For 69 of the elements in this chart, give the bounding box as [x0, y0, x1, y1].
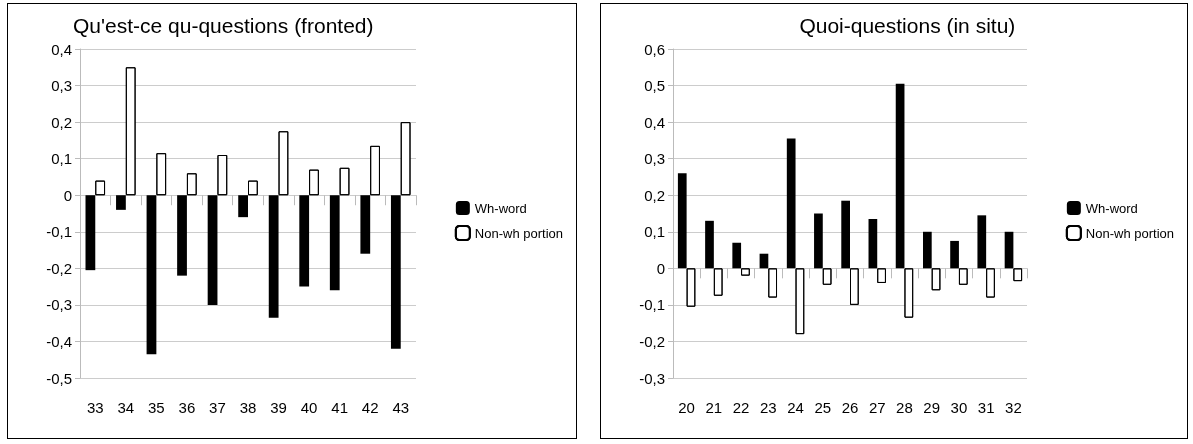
x-tick-label: 21 — [705, 399, 723, 416]
x-tick-label: 38 — [239, 399, 257, 416]
y-tick-label: -0,5 — [46, 369, 72, 387]
x-tick-label: 35 — [148, 399, 165, 416]
x-tick-label: 40 — [300, 399, 318, 416]
y-tick-label: -0,1 — [46, 223, 72, 241]
y-tick-label: -0,2 — [639, 332, 665, 350]
y-tick-label: 0,1 — [51, 150, 72, 168]
y-tick-label: 0,5 — [644, 77, 665, 95]
bar — [814, 213, 823, 269]
x-tick-label: 20 — [678, 399, 695, 416]
bar — [868, 218, 878, 269]
x-tick-label: 31 — [977, 399, 995, 416]
y-tick-label: 0 — [656, 259, 665, 277]
y-tick-label: 0,4 — [644, 113, 665, 131]
bar — [841, 200, 850, 269]
bar — [177, 195, 187, 276]
x-tick-label: 30 — [950, 399, 968, 416]
bar — [238, 195, 248, 218]
y-tick-label: 0 — [63, 186, 72, 204]
x-tick-label: 33 — [86, 399, 104, 416]
bar — [1004, 231, 1014, 269]
y-tick-label: 0,1 — [644, 223, 665, 241]
y-tick-label: -0,2 — [46, 259, 72, 277]
x-tick-label: 43 — [392, 399, 410, 416]
x-tick-label: 22 — [732, 399, 750, 416]
bar — [922, 231, 932, 269]
x-tick-label: 25 — [814, 399, 832, 416]
y-tick-label: 0,2 — [51, 113, 72, 131]
x-tick-label: 23 — [759, 399, 777, 416]
x-tick-label: 36 — [178, 399, 196, 416]
y-tick-label: 0,2 — [644, 186, 665, 204]
bar — [950, 240, 959, 269]
bar — [732, 242, 742, 269]
x-tick-label: 42 — [361, 399, 379, 416]
y-tick-label: 0,3 — [644, 150, 665, 168]
x-tick-label: 29 — [923, 399, 941, 416]
y-tick-label: 0,6 — [644, 40, 665, 58]
legend-label: Non-wh portion — [474, 225, 563, 241]
bar — [360, 195, 371, 254]
bar — [207, 195, 218, 305]
x-tick-label: 27 — [868, 399, 886, 416]
x-tick-label: 34 — [117, 399, 135, 416]
bar — [705, 220, 714, 269]
bar — [85, 195, 96, 271]
x-tick-label: 32 — [1005, 399, 1022, 416]
bar — [977, 215, 987, 269]
legend-label: Non-wh portion — [1085, 225, 1174, 241]
bar — [895, 83, 905, 269]
legend-label: Wh-word — [1085, 200, 1138, 216]
y-tick-label: -0,3 — [46, 296, 72, 314]
bar — [390, 195, 401, 349]
x-tick-label: 41 — [331, 399, 348, 416]
y-tick-label: -0,4 — [46, 332, 72, 350]
x-tick-label: 28 — [896, 399, 913, 416]
legend-label: Wh-word — [474, 200, 527, 216]
chart-title: Quoi-questions (in situ) — [799, 14, 1016, 37]
chart-title: Qu'est-ce qu-questions (fronted) — [73, 14, 374, 37]
x-tick-label: 24 — [787, 399, 804, 416]
y-tick-label: -0,3 — [639, 369, 665, 387]
x-tick-label: 26 — [841, 399, 859, 416]
y-tick-label: -0,1 — [639, 296, 665, 314]
y-tick-label: 0,3 — [51, 77, 72, 95]
bar — [299, 195, 310, 287]
bar — [146, 195, 157, 355]
x-tick-label: 39 — [270, 399, 287, 416]
bar — [116, 195, 126, 210]
y-tick-label: 0,4 — [51, 40, 72, 58]
x-tick-label: 37 — [209, 399, 226, 416]
